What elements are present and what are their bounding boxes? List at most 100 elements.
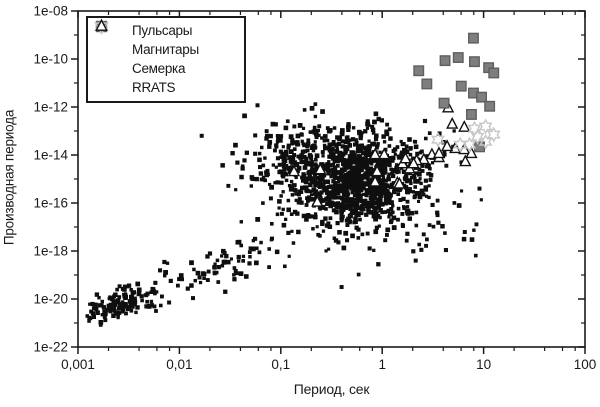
pulsar-point <box>428 173 434 178</box>
pulsar-point <box>189 260 194 266</box>
pulsar-point <box>277 206 281 210</box>
pulsar-point <box>343 166 348 171</box>
pulsar-point <box>377 188 382 192</box>
pulsar-point <box>420 163 425 168</box>
pulsar-point <box>421 232 426 237</box>
pulsar-point <box>306 195 312 200</box>
pulsar-point <box>354 179 359 184</box>
pulsar-point <box>90 311 96 316</box>
pulsar-point <box>363 157 368 163</box>
pulsar-point <box>257 250 262 255</box>
pulsar-point <box>358 133 364 138</box>
pulsar-point <box>336 164 340 168</box>
pulsar-point <box>355 194 360 199</box>
pulsar-point <box>389 218 394 223</box>
pulsar-point <box>232 266 237 270</box>
pulsar-point <box>117 284 122 289</box>
magnetar-point <box>439 55 451 67</box>
pulsar-point <box>361 202 366 207</box>
pulsar-point <box>287 184 292 188</box>
x-tick-label: 0,01 <box>166 357 192 372</box>
pulsar-point <box>318 234 322 238</box>
pulsar-point <box>290 138 295 143</box>
pulsar-point <box>328 163 333 168</box>
pulsar-point <box>372 205 376 209</box>
pulsar-point <box>129 308 134 313</box>
pulsar-point <box>354 138 358 142</box>
pulsar-point <box>391 173 396 179</box>
pulsar-point <box>165 261 170 265</box>
pulsar-point <box>379 190 384 195</box>
pulsar-point <box>354 201 359 206</box>
pulsar-point <box>286 143 291 148</box>
pulsar-point <box>215 258 220 263</box>
pulsar-point <box>326 138 330 143</box>
pulsar-point <box>312 125 317 130</box>
pulsar-point <box>242 113 247 119</box>
pulsar-point <box>97 296 101 300</box>
pulsar-point <box>313 189 319 194</box>
pulsar-point <box>302 108 307 112</box>
pulsar-point <box>220 254 224 258</box>
pulsar-point <box>383 199 389 204</box>
pulsar-point <box>346 122 351 127</box>
pulsar-point <box>140 298 144 303</box>
pulsar-point <box>379 118 384 123</box>
pulsar-point <box>288 134 294 140</box>
pulsar-point <box>353 216 358 222</box>
pulsar-point <box>391 215 397 221</box>
pulsar-point <box>343 145 348 149</box>
pulsar-point <box>348 205 352 210</box>
pulsar-point <box>331 195 336 200</box>
pulsar-point <box>427 223 432 227</box>
pulsar-point <box>319 190 324 195</box>
pulsar-point <box>332 126 337 130</box>
pulsar-point <box>338 135 343 140</box>
pulsar-point <box>322 163 326 168</box>
pulsar-point <box>94 292 100 297</box>
pulsar-point <box>320 150 325 155</box>
pulsar-point <box>103 318 108 323</box>
pulsar-point <box>91 314 96 319</box>
pulsar-point <box>415 179 421 184</box>
pulsar-point <box>407 188 412 193</box>
pulsar-point <box>267 247 271 251</box>
pulsar-point <box>115 287 119 292</box>
pulsar-point <box>348 159 352 163</box>
pulsar-point <box>356 144 361 149</box>
pulsar-point <box>299 132 304 136</box>
pulsar-point <box>373 187 378 193</box>
pulsar-point <box>267 144 272 149</box>
pulsar-point <box>332 159 337 164</box>
pulsar-point <box>326 165 331 170</box>
pulsar-point <box>318 185 322 189</box>
pulsar-point <box>139 294 144 299</box>
pulsar-point <box>273 148 277 153</box>
pulsar-point <box>342 186 347 191</box>
y-tick-label: 1e-20 <box>33 292 68 307</box>
pulsar-point <box>123 294 128 300</box>
pulsar-point <box>278 149 283 154</box>
pulsar-point <box>159 303 163 308</box>
magnetar-point <box>468 32 479 44</box>
pulsar-point <box>339 212 344 217</box>
pulsar-point <box>424 194 429 198</box>
pulsar-point <box>391 155 396 161</box>
pulsar-point <box>352 188 357 193</box>
pulsar-point <box>351 166 356 171</box>
pulsar-point <box>396 192 401 196</box>
pulsar-point <box>344 206 348 210</box>
pulsar-point <box>359 157 365 162</box>
pulsar-point <box>367 139 371 143</box>
pulsar-point <box>469 237 475 242</box>
pulsar-point <box>264 136 269 141</box>
magnetar-point <box>466 108 477 120</box>
pulsar-point <box>261 175 266 180</box>
pulsar-point <box>301 126 306 130</box>
pulsar-point <box>409 210 415 216</box>
pulsar-point <box>349 212 353 217</box>
pulsar-point <box>327 168 332 173</box>
pulsar-point <box>417 199 421 203</box>
pulsar-point <box>328 203 333 209</box>
pulsar-point <box>368 182 373 187</box>
